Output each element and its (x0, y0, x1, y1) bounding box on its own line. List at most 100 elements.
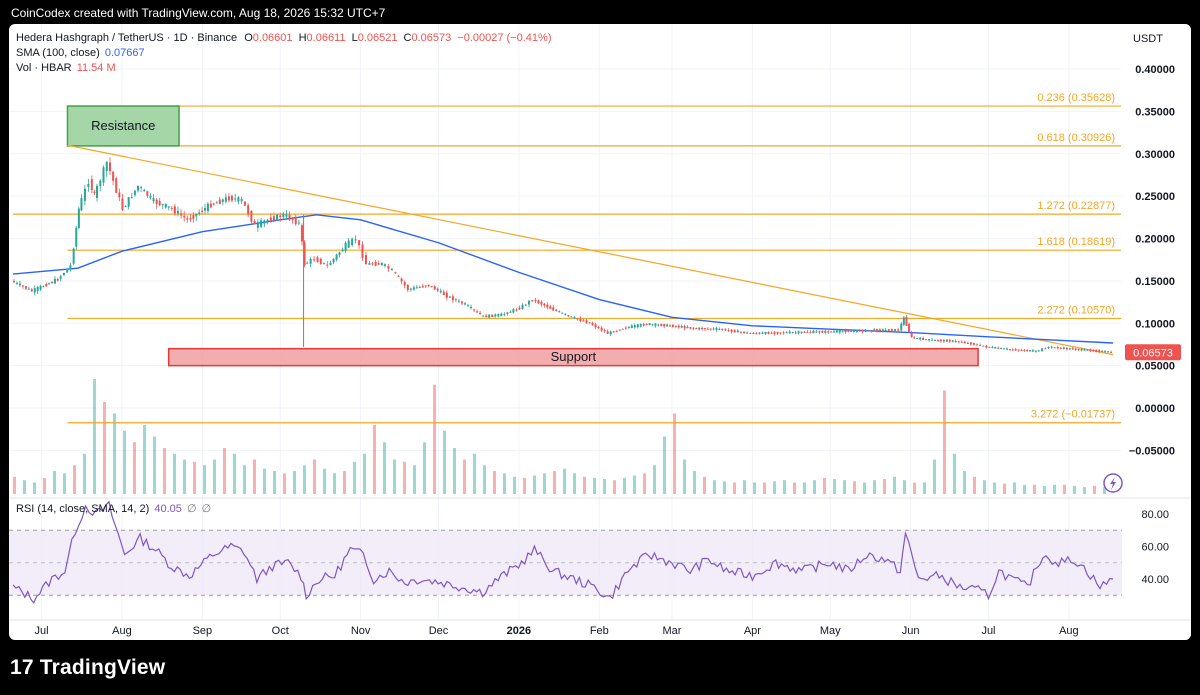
candle-body (692, 327, 695, 329)
volume-bar (623, 477, 626, 494)
candle-body (669, 325, 672, 327)
candle-body (491, 314, 494, 317)
volume-bar (703, 476, 706, 494)
volume-bar (53, 471, 56, 494)
candle-body (250, 210, 253, 222)
volume-bar (503, 473, 506, 494)
candle-body (594, 324, 597, 328)
volume-bar (533, 475, 536, 494)
candle-body (112, 171, 115, 181)
candle-body (221, 199, 224, 202)
volume-bar (83, 453, 86, 494)
candle-body (954, 340, 957, 342)
candle-body (1059, 347, 1062, 349)
candle-body (180, 213, 183, 216)
candle-body (127, 197, 130, 207)
support-zone (167, 347, 979, 367)
volume-bar (73, 465, 76, 494)
volume-bar (203, 465, 206, 494)
candle-body (415, 287, 418, 289)
volume-bar (243, 465, 246, 494)
volume-bar (783, 480, 786, 494)
candle-body (997, 347, 1000, 349)
candle-body (1098, 350, 1101, 352)
candle-body (383, 264, 386, 266)
candle-body (552, 307, 555, 311)
candle-body (62, 273, 65, 276)
candle-body (45, 283, 48, 287)
candle-body (639, 324, 642, 327)
candle-body (615, 330, 618, 332)
volume-bar (1043, 485, 1046, 494)
candle-body (770, 332, 773, 334)
candle-body (291, 217, 294, 221)
candle-body (170, 207, 173, 209)
symbol-title: Hedera Hashgraph / TetherUS · 1D · Binan… (16, 32, 238, 44)
candle-body (853, 330, 856, 332)
candle-body (130, 197, 133, 199)
candle-body (1110, 351, 1113, 353)
candle-body (18, 283, 21, 286)
volume-value: 11.54 M (76, 62, 116, 74)
time-tick-label: Dec (429, 625, 449, 637)
support-label: Support (551, 349, 597, 364)
volume-bar (603, 479, 606, 494)
candle-body (600, 327, 603, 331)
candle-body (1095, 349, 1098, 352)
volume-bar (803, 482, 806, 494)
volume-bar (893, 476, 896, 494)
volume-bar (213, 459, 216, 494)
candle-body (948, 340, 951, 342)
candle-body (227, 196, 230, 201)
candle-body (463, 303, 466, 305)
chart-panel[interactable]: 0.236 (0.35628) 0.618 (0.30926) 1.272 (0.2… (9, 24, 1191, 640)
tradingview-logo[interactable]: 17 TradingView (10, 656, 165, 680)
volume-legend: Vol · HBAR 11.54 M (16, 62, 116, 74)
candle-body (733, 329, 736, 333)
sma-legend: SMA (100, close) 0.07667 (16, 47, 145, 59)
chart-svg[interactable]: 0.236 (0.35628) 0.618 (0.30926) 1.272 (0.2… (9, 24, 1191, 640)
candle-body (427, 284, 430, 287)
price-tick-label: 0.20000 (1135, 234, 1175, 246)
candle-body (540, 301, 543, 305)
volume-bar (1023, 484, 1026, 494)
candle-body (1053, 347, 1056, 349)
candle-body (654, 323, 657, 326)
volume-bar (883, 479, 886, 494)
volume-bar (293, 471, 296, 494)
candle-body (503, 313, 506, 315)
volume-bar (653, 465, 656, 494)
candle-body (319, 258, 322, 264)
candle-body (1071, 348, 1074, 350)
volume-bar (1093, 485, 1096, 494)
price-tick-label: −0.05000 (1129, 445, 1175, 457)
candle-body (730, 329, 733, 332)
volume-bar (393, 459, 396, 494)
volume-bar (353, 461, 356, 494)
candle-body (15, 282, 18, 284)
rsi-label: RSI (14, close, SMA, 14, 2) (16, 503, 150, 515)
volume-bar (593, 477, 596, 494)
candle-body (195, 213, 198, 217)
candle-body (922, 337, 925, 340)
candle-body (812, 330, 815, 334)
candle-body (124, 206, 127, 208)
last-price-tag (1125, 344, 1181, 361)
candle-body (833, 331, 836, 333)
candle-body (121, 198, 124, 210)
candle-body (985, 345, 988, 348)
candle-body (212, 203, 215, 205)
candle-body (198, 212, 201, 214)
time-tick-label: Aug (112, 625, 132, 637)
candle-body (1047, 346, 1050, 349)
close-label: C (403, 32, 412, 44)
candle-body (133, 190, 136, 196)
volume-bar (193, 461, 196, 494)
candle-body (680, 326, 683, 328)
candle-body (945, 339, 948, 342)
candle-body (479, 312, 482, 315)
candle-body (683, 326, 686, 329)
candle-body (838, 330, 841, 333)
candle-body (467, 305, 470, 307)
volume-bar (1033, 484, 1036, 494)
